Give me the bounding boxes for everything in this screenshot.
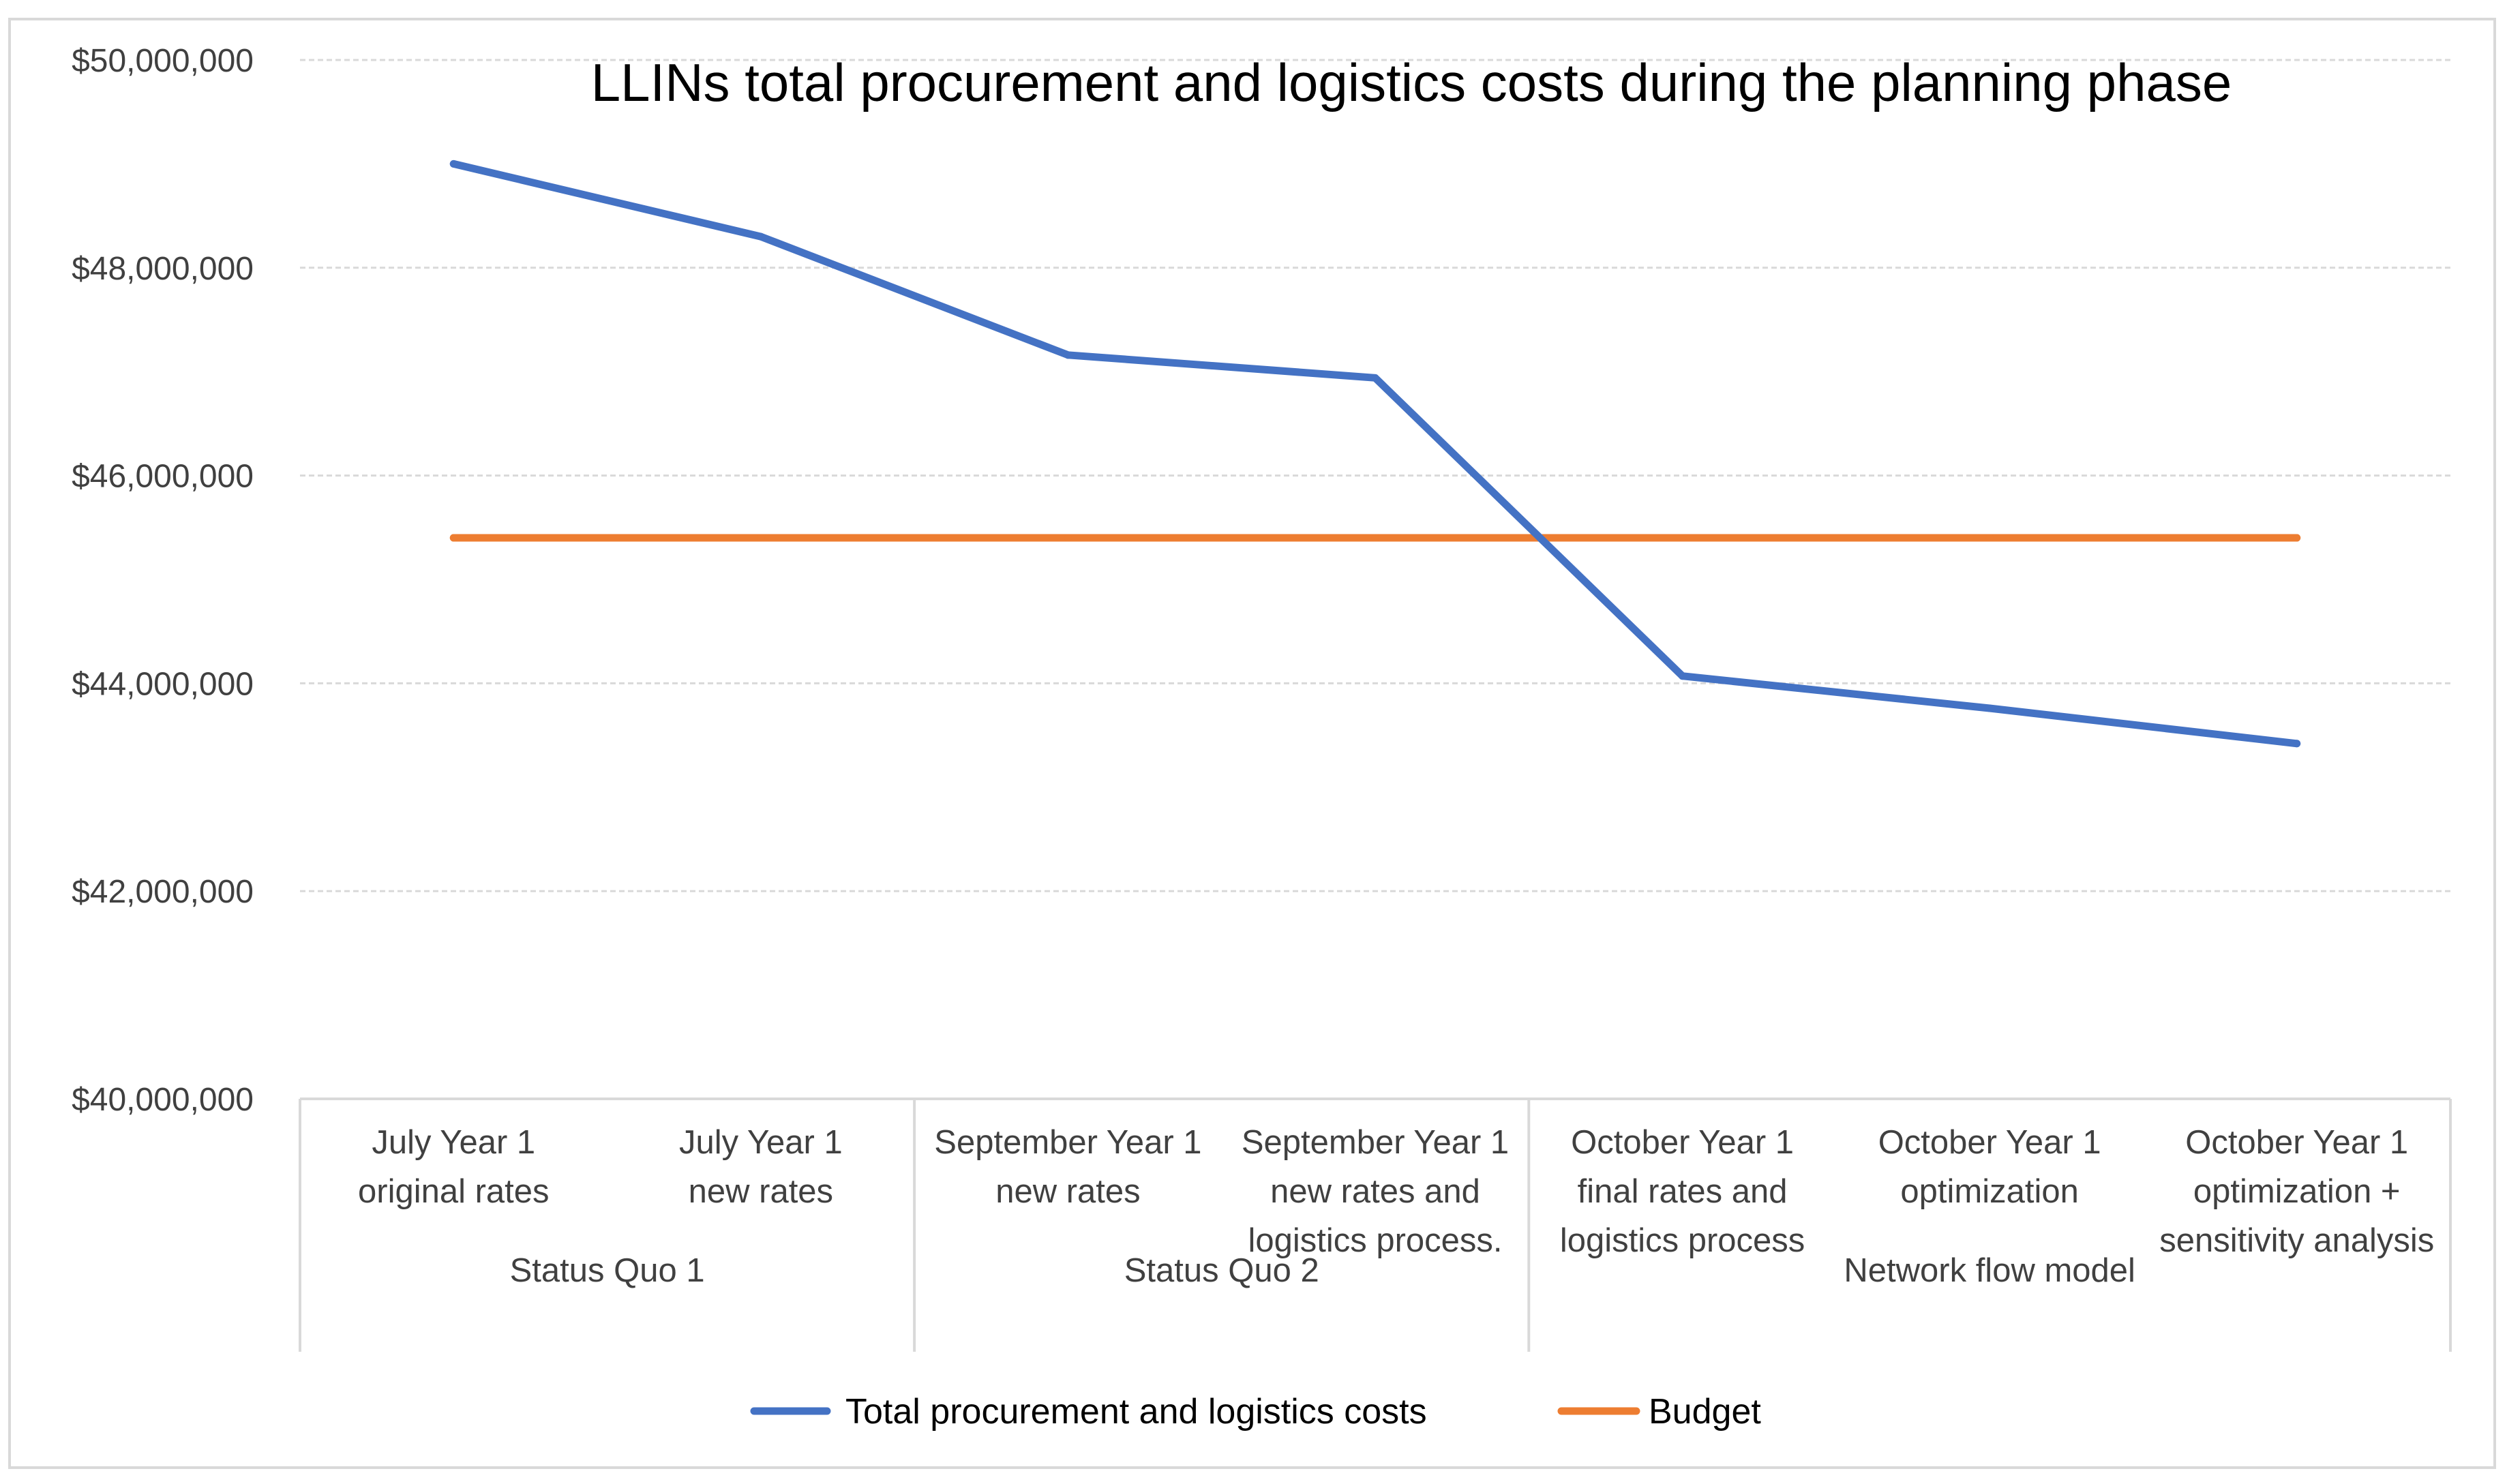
y-tick-label: $44,000,000 — [72, 666, 254, 702]
legend: Total procurement and logistics costs Bud… — [750, 1392, 1761, 1432]
data-point — [1064, 351, 1072, 359]
x-tick-label-line: new rates — [995, 1173, 1140, 1210]
data-point — [449, 534, 457, 542]
gridlines — [300, 59, 2450, 892]
y-tick-label: $50,000,000 — [72, 43, 254, 79]
x-tick-label-line: optimization + — [2193, 1173, 2401, 1210]
y-tick-label: $48,000,000 — [72, 251, 254, 287]
x-tick-label-line: October Year 1 — [1878, 1124, 2101, 1161]
x-tick-label-line: October Year 1 — [1571, 1124, 1794, 1161]
x-tick-label-line: logistics process — [1560, 1222, 1805, 1259]
x-tick-label-line: October Year 1 — [2185, 1124, 2408, 1161]
series — [449, 160, 2301, 748]
x-tick-label-line: July Year 1 — [372, 1124, 535, 1161]
group-label: Status Quo 2 — [1124, 1252, 1319, 1289]
x-tick-label: October Year 1 optimization + sensitivity … — [2159, 1124, 2434, 1259]
x-tick-label: October Year 1 optimization — [1878, 1124, 2101, 1210]
x-tick-label: July Year 1 original rates — [358, 1124, 550, 1210]
chart-title: LLINs total procurement and logistics co… — [591, 52, 2232, 112]
data-point — [2293, 740, 2301, 748]
legend-label: Budget — [1649, 1392, 1761, 1432]
y-tick-label: $46,000,000 — [72, 459, 254, 495]
data-point — [1679, 672, 1687, 680]
x-axis: July Year 1 original rates July Year 1 new … — [299, 1097, 2452, 1352]
y-axis: $40,000,000 $42,000,000 $44,000,000 $46,000… — [72, 43, 254, 1118]
data-point — [1985, 704, 1994, 712]
data-point — [1371, 534, 1379, 542]
x-tick-label-line: new rates — [689, 1173, 833, 1210]
x-tick-label-line: September Year 1 — [1242, 1124, 1509, 1161]
x-tick-label-line: logistics process. — [1248, 1222, 1502, 1259]
data-point — [1064, 534, 1072, 542]
group-label: Status Quo 1 — [510, 1252, 705, 1289]
y-tick-label: $42,000,000 — [72, 874, 254, 910]
group-label: Network flow model — [1844, 1252, 2135, 1289]
x-tick-label-line: optimization — [1900, 1173, 2078, 1210]
y-tick-label: $40,000,000 — [72, 1082, 254, 1118]
data-point — [1985, 534, 1994, 542]
x-tick-label-line: July Year 1 — [679, 1124, 843, 1161]
x-tick-label-line: sensitivity analysis — [2159, 1222, 2434, 1259]
x-tick-label: October Year 1 final rates and logistics p… — [1560, 1124, 1805, 1259]
x-tick-label-line: final rates and — [1578, 1173, 1788, 1210]
x-tick-label: September Year 1 new rates and logistics p… — [1242, 1124, 1509, 1259]
x-tick-label-line: September Year 1 — [934, 1124, 1201, 1161]
x-tick-label-line: original rates — [358, 1173, 550, 1210]
data-point — [1371, 374, 1379, 382]
data-point — [757, 232, 765, 241]
data-point — [2293, 534, 2301, 542]
x-tick-label: July Year 1 new rates — [679, 1124, 843, 1210]
data-point — [449, 160, 457, 168]
chart-border — [8, 18, 2496, 1469]
data-point — [1679, 534, 1687, 542]
x-tick-label-line: new rates and — [1270, 1173, 1480, 1210]
data-point — [757, 534, 765, 542]
legend-label: Total procurement and logistics costs — [845, 1392, 1427, 1432]
x-tick-label: September Year 1 new rates — [934, 1124, 1201, 1210]
